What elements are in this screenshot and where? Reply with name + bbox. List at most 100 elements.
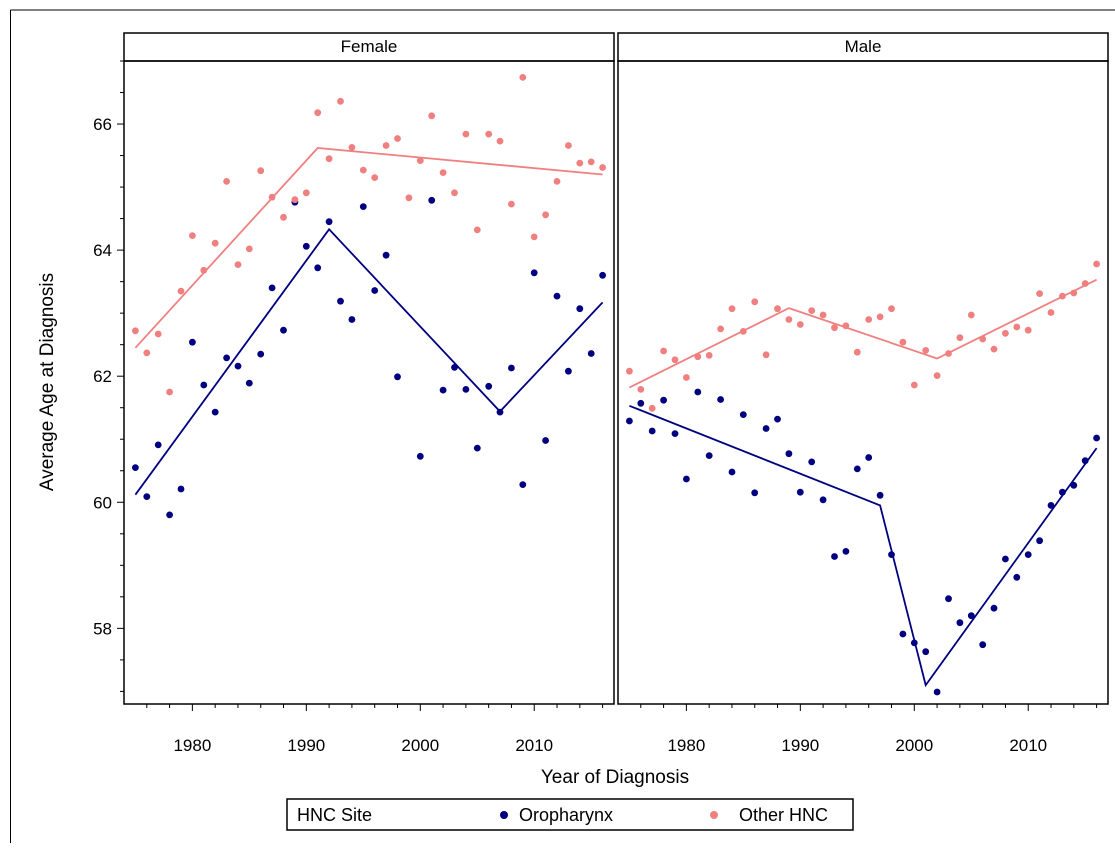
data-point-other-hnc	[200, 266, 208, 274]
data-point-other-hnc	[956, 334, 964, 342]
data-point-oropharynx	[774, 415, 781, 423]
x-axis-label: Year of Diagnosis	[541, 767, 689, 788]
data-point-oropharynx	[910, 639, 918, 647]
data-point-oropharynx	[967, 612, 975, 620]
data-point-other-hnc	[485, 130, 493, 138]
data-point-oropharynx	[956, 619, 964, 627]
data-point-oropharynx	[626, 417, 633, 425]
data-point-oropharynx	[257, 350, 265, 358]
data-point-oropharynx	[451, 364, 458, 371]
data-point-oropharynx	[485, 382, 493, 390]
data-point-oropharynx	[1070, 481, 1078, 489]
data-point-oropharynx	[348, 316, 356, 323]
x-tick-label: 1990	[287, 736, 325, 755]
x-tick-label: 1990	[781, 736, 819, 755]
data-point-oropharynx	[394, 373, 401, 381]
data-point-oropharynx	[530, 269, 538, 277]
data-point-oropharynx	[888, 551, 895, 558]
data-point-oropharynx	[143, 493, 151, 500]
data-point-other-hnc	[599, 164, 606, 171]
data-point-other-hnc	[473, 226, 481, 234]
data-point-oropharynx	[671, 430, 679, 437]
y-tick-label: 58	[93, 619, 112, 638]
data-point-oropharynx	[223, 354, 231, 362]
data-point-other-hnc	[530, 233, 538, 241]
x-tick-label: 2000	[895, 736, 933, 755]
legend: HNC Site Oropharynx Other HNC	[286, 798, 854, 831]
data-point-oropharynx	[166, 511, 174, 519]
data-point-oropharynx	[705, 452, 713, 459]
data-point-other-hnc	[405, 194, 413, 202]
data-point-other-hnc	[648, 404, 656, 412]
legend-marker-other-hnc	[710, 811, 718, 819]
data-point-oropharynx	[189, 338, 196, 346]
data-point-oropharynx	[899, 630, 907, 638]
data-point-other-hnc	[683, 374, 690, 381]
y-tick-label: 62	[93, 367, 112, 386]
data-point-other-hnc	[1081, 280, 1089, 287]
data-point-other-hnc	[831, 324, 838, 332]
data-point-other-hnc	[933, 372, 941, 379]
data-point-oropharynx	[462, 386, 470, 393]
data-point-other-hnc	[899, 338, 907, 346]
data-point-other-hnc	[234, 261, 242, 268]
fitted-line-other-hnc-female	[134, 147, 603, 349]
data-point-other-hnc	[508, 200, 515, 208]
data-point-oropharynx	[683, 475, 690, 483]
data-point-oropharynx	[496, 408, 504, 416]
data-point-oropharynx	[154, 441, 162, 449]
data-point-other-hnc	[990, 345, 998, 353]
data-point-other-hnc	[519, 74, 527, 81]
data-point-oropharynx	[508, 364, 515, 372]
x-tick-label: 1980	[667, 736, 705, 755]
fitted-line-oropharynx-female	[134, 227, 604, 496]
data-point-oropharynx	[439, 386, 447, 394]
data-point-other-hnc	[728, 305, 736, 313]
data-point-other-hnc	[1070, 289, 1078, 297]
data-point-other-hnc	[348, 144, 356, 151]
data-point-oropharynx	[979, 641, 987, 649]
data-point-other-hnc	[751, 298, 759, 306]
panel-frame-female	[123, 60, 615, 705]
data-point-other-hnc	[922, 347, 930, 354]
data-point-other-hnc	[808, 307, 816, 314]
data-point-other-hnc	[945, 350, 952, 357]
data-point-other-hnc	[785, 316, 793, 323]
data-point-other-hnc	[865, 316, 873, 323]
data-point-other-hnc	[211, 239, 219, 247]
panel-title-male: Male	[845, 37, 882, 56]
data-point-other-hnc	[143, 349, 151, 357]
data-point-oropharynx	[660, 396, 667, 404]
data-point-other-hnc	[280, 213, 287, 221]
y-tick-label: 64	[93, 241, 112, 260]
data-point-oropharynx	[945, 595, 952, 603]
data-point-other-hnc	[542, 211, 549, 219]
data-point-other-hnc	[587, 158, 595, 166]
data-point-oropharynx	[519, 481, 527, 488]
data-point-oropharynx	[473, 444, 481, 452]
data-point-other-hnc	[154, 330, 162, 338]
data-point-oropharynx	[382, 251, 390, 259]
data-point-other-hnc	[1047, 309, 1055, 316]
data-point-oropharynx	[785, 450, 793, 458]
y-tick-label: 66	[93, 115, 112, 134]
data-point-oropharynx	[648, 427, 656, 435]
data-point-oropharynx	[751, 489, 759, 497]
data-point-other-hnc	[774, 305, 781, 313]
data-point-oropharynx	[314, 264, 322, 272]
data-point-other-hnc	[166, 388, 174, 396]
data-point-oropharynx	[1081, 457, 1089, 465]
data-point-oropharynx	[599, 271, 606, 279]
data-point-oropharynx	[416, 452, 424, 460]
data-point-other-hnc	[337, 97, 344, 105]
data-point-oropharynx	[637, 399, 645, 407]
data-point-other-hnc	[705, 352, 713, 359]
data-point-other-hnc	[626, 367, 633, 375]
data-point-oropharynx	[132, 464, 139, 471]
data-point-other-hnc	[1059, 292, 1066, 300]
data-point-other-hnc	[553, 178, 561, 185]
data-point-other-hnc	[439, 169, 447, 177]
data-point-other-hnc	[842, 322, 850, 330]
data-point-other-hnc	[637, 386, 645, 393]
